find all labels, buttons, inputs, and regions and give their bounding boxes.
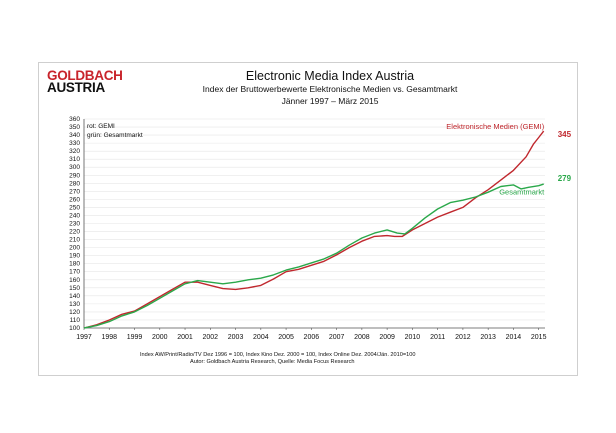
chart-title: Electronic Media Index Austria: [245, 69, 415, 83]
y-tick-labels: 1001101201301401501601701801902002102202…: [69, 116, 80, 332]
y-tick-210: 210: [69, 237, 80, 244]
y-tick-270: 270: [69, 188, 80, 195]
end-value-gemi: 345: [558, 130, 572, 139]
chart-period: Jänner 1997 – März 2015: [281, 96, 379, 106]
end-value-gesamtmarkt: 279: [558, 174, 572, 183]
series-line-gemi: [83, 130, 545, 329]
footnote-index: Index AW/Print/Radio/TV Dez 1996 = 100, …: [140, 352, 416, 358]
y-tick-220: 220: [69, 229, 80, 236]
x-tick-2002: 2002: [203, 334, 219, 341]
x-tick-2011: 2011: [430, 334, 445, 341]
y-tick-100: 100: [69, 325, 80, 332]
y-tick-230: 230: [69, 221, 80, 228]
x-tick-2013: 2013: [480, 334, 496, 341]
y-tick-310: 310: [69, 156, 80, 163]
x-tick-1998: 1998: [101, 334, 117, 341]
legend-green: grün: Gesamtmarkt: [87, 132, 143, 139]
y-tick-150: 150: [69, 285, 80, 292]
x-tick-2006: 2006: [304, 334, 320, 341]
y-tick-240: 240: [69, 212, 80, 219]
y-tick-300: 300: [69, 164, 80, 171]
x-tick-2009: 2009: [379, 334, 395, 341]
y-tick-330: 330: [69, 140, 80, 147]
austria-logo: AUSTRIA: [47, 80, 105, 95]
x-tick-2004: 2004: [253, 334, 269, 341]
goldbach-logo: GOLDBACH: [47, 68, 123, 83]
x-tick-2015: 2015: [531, 334, 547, 341]
series-line-gesamtmarkt: [83, 183, 544, 329]
x-tick-2014: 2014: [506, 334, 522, 341]
legend: rot: GEMI grün: Gesamtmarkt: [87, 123, 143, 139]
x-tick-2008: 2008: [354, 334, 370, 341]
y-tick-140: 140: [69, 293, 80, 300]
y-tick-280: 280: [69, 180, 80, 187]
y-tick-350: 350: [69, 124, 80, 131]
series-labels: Elektronische Medien (GEMI) 345 279 Gesamtm…: [446, 122, 571, 197]
y-tick-200: 200: [69, 245, 80, 252]
x-tick-2010: 2010: [405, 334, 421, 341]
y-tick-360: 360: [69, 116, 80, 123]
y-tick-180: 180: [69, 261, 80, 268]
y-tick-170: 170: [69, 269, 80, 276]
y-tick-160: 160: [69, 277, 80, 284]
series-label-gemi: Elektronische Medien (GEMI): [446, 122, 544, 131]
x-tick-2012: 2012: [455, 334, 471, 341]
legend-red: rot: GEMI: [87, 123, 115, 130]
x-tick-2000: 2000: [152, 334, 168, 341]
y-tick-120: 120: [69, 309, 80, 316]
x-tick-2001: 2001: [177, 334, 193, 341]
x-tick-1999: 1999: [127, 334, 143, 341]
y-tick-290: 290: [69, 172, 80, 179]
x-tick-labels: 1997 1998 1999 2000 2001 2002 2003 2004 2005 2006…: [76, 334, 546, 341]
y-tick-320: 320: [69, 148, 80, 155]
y-tick-130: 130: [69, 301, 80, 308]
x-tick-2007: 2007: [329, 334, 345, 341]
footnote-source: Autor: Goldbach Austria Research, Quelle…: [190, 359, 355, 365]
y-tick-110: 110: [70, 317, 81, 324]
series-label-gesamtmarkt: Gesamtmarkt: [499, 188, 545, 197]
x-tick-2005: 2005: [278, 334, 294, 341]
y-tick-190: 190: [69, 253, 80, 260]
series-lines: [83, 130, 545, 329]
chart-frame: [38, 62, 578, 376]
x-tick-2003: 2003: [228, 334, 244, 341]
y-tick-250: 250: [69, 204, 80, 211]
grid: [84, 118, 545, 329]
chart-subtitle: Index der Bruttowerbewerte Elektronische…: [202, 84, 458, 94]
x-tick-1997: 1997: [76, 334, 92, 341]
axes: [83, 119, 545, 330]
y-tick-260: 260: [69, 196, 80, 203]
y-tick-340: 340: [69, 132, 80, 139]
